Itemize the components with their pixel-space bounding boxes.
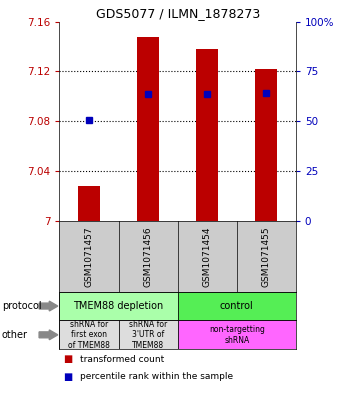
Text: other: other: [2, 330, 28, 340]
Title: GDS5077 / ILMN_1878273: GDS5077 / ILMN_1878273: [96, 7, 260, 20]
Text: control: control: [220, 301, 254, 311]
Text: ■: ■: [63, 372, 72, 382]
Bar: [59, 320, 119, 349]
Text: protocol: protocol: [2, 301, 41, 311]
Bar: [137, 37, 159, 221]
Text: GSM1071457: GSM1071457: [85, 226, 94, 286]
Bar: [177, 320, 296, 349]
Text: shRNA for
first exon
of TMEM88: shRNA for first exon of TMEM88: [68, 320, 110, 350]
Bar: [255, 69, 277, 221]
Text: shRNA for
3'UTR of
TMEM88: shRNA for 3'UTR of TMEM88: [129, 320, 167, 350]
Text: non-targetting
shRNA: non-targetting shRNA: [209, 325, 265, 345]
Text: GSM1071455: GSM1071455: [262, 226, 271, 286]
Text: TMEM88 depletion: TMEM88 depletion: [73, 301, 164, 311]
Bar: [196, 49, 218, 221]
Text: transformed count: transformed count: [80, 355, 164, 364]
Bar: [59, 292, 177, 320]
Bar: [119, 320, 177, 349]
Text: ■: ■: [63, 354, 72, 364]
Text: GSM1071454: GSM1071454: [203, 226, 212, 286]
Bar: [177, 292, 296, 320]
Text: percentile rank within the sample: percentile rank within the sample: [80, 373, 233, 381]
Bar: [78, 186, 100, 221]
Text: GSM1071456: GSM1071456: [143, 226, 153, 286]
